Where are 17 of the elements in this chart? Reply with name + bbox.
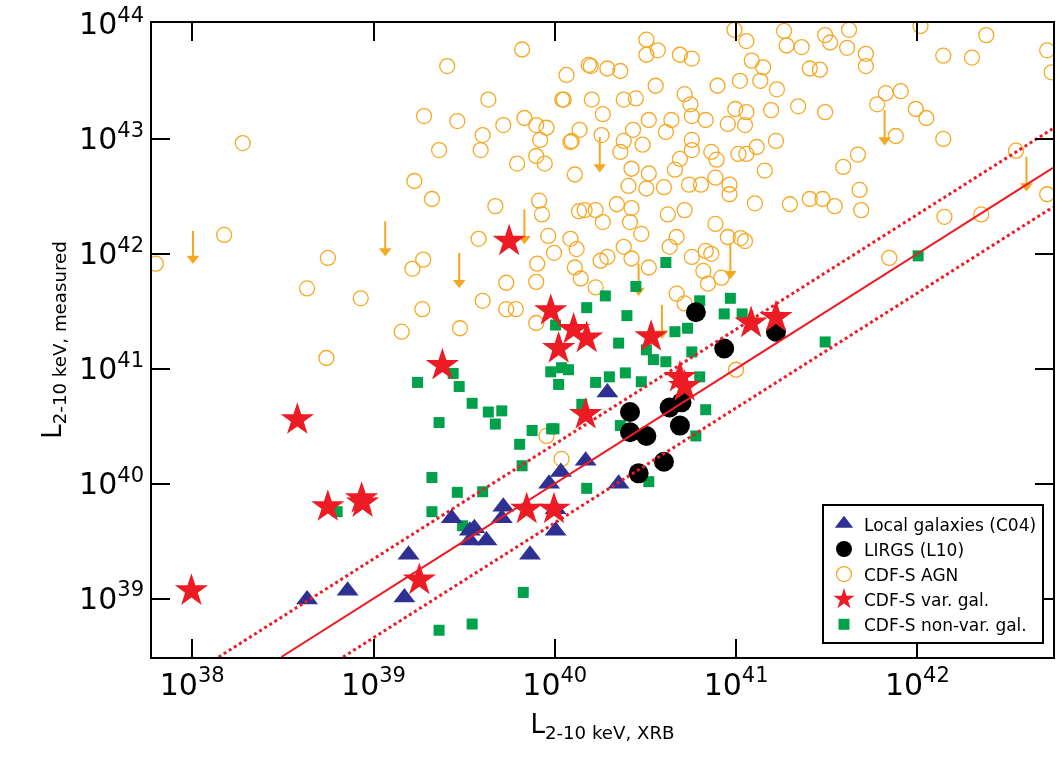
- legend-label: CDF-S AGN: [863, 564, 959, 585]
- legend-label: CDF-S non-var. gal.: [863, 614, 1027, 635]
- y-tick-label: 10$^{43}$: [79, 117, 144, 157]
- x-axis-title: L$_{2-10 keV, XRB}$: [530, 709, 675, 743]
- y-tick-label: 10$^{40}$: [79, 462, 144, 502]
- legend-label: CDF-S var. gal.: [863, 589, 990, 610]
- y-tick-label: 10$^{42}$: [79, 232, 144, 272]
- legend-label: LIRGS (L10): [863, 539, 965, 560]
- x-tick-label: 10$^{38}$: [159, 663, 225, 702]
- x-tick-label: 10$^{41}$: [703, 663, 769, 702]
- x-tick-label: 10$^{42}$: [884, 663, 950, 702]
- y-tick-label: 10$^{39}$: [79, 577, 144, 617]
- legend-label: Local galaxies (C04): [863, 514, 1037, 535]
- x-tick-label: 10$^{39}$: [341, 663, 406, 702]
- x-tick-label: 10$^{40}$: [522, 663, 588, 702]
- y-tick-label: 10$^{44}$: [79, 2, 144, 42]
- y-tick-label: 10$^{41}$: [79, 347, 144, 387]
